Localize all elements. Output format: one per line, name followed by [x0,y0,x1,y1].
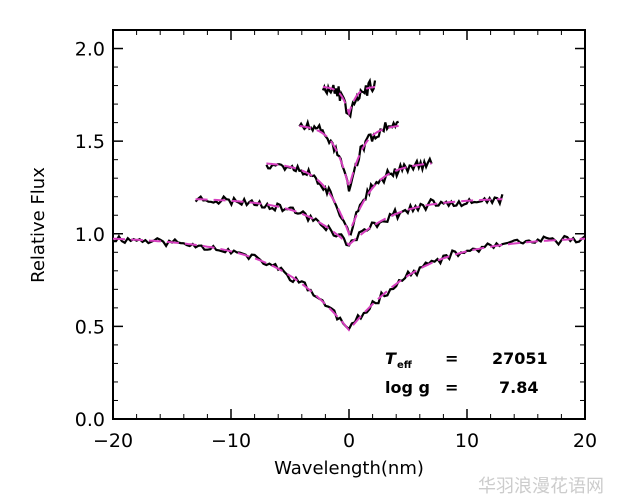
tick-labels: −20 −10 0 10 20 0.0 0.5 1.0 1.5 2.0 [75,39,597,452]
logg-equals: = [445,378,458,397]
teff-value: 27051 [492,349,548,368]
y-tick-label: 0.5 [75,316,105,338]
y-tick-label: 1.5 [75,131,105,153]
model-fit-3 [266,162,432,237]
x-tick-label: −20 [93,430,133,452]
teff-subscript: eff [397,360,413,371]
x-tick-label: 20 [573,430,597,452]
logg-label: log g [385,378,430,397]
series-layer [112,77,586,332]
model-fit-1 [112,237,586,332]
logg-value: 7.84 [499,378,538,397]
y-tick-label: 0.0 [75,409,105,431]
model-fit-2 [195,198,503,247]
observed-spectrum-3 [265,156,433,236]
x-axis-label: Wavelength(nm) [274,458,424,479]
x-tick-label: −10 [211,430,251,452]
model-fit-5 [322,86,376,117]
y-tick-label: 1.0 [75,224,105,246]
observed-spectrum-1 [113,234,586,331]
y-axis-label: Relative Flux [28,167,49,283]
parameter-annotation: T eff = 27051 log g = 7.84 [385,349,548,397]
x-tick-label: 10 [455,430,479,452]
axis-ticks [112,30,586,420]
y-tick-label: 2.0 [75,39,105,61]
teff-label: T [385,349,397,368]
x-tick-label: 0 [343,430,355,452]
watermark: 华羽浪漫花语网 [478,476,604,497]
model-fit-4 [299,124,399,188]
teff-equals: = [445,349,458,368]
